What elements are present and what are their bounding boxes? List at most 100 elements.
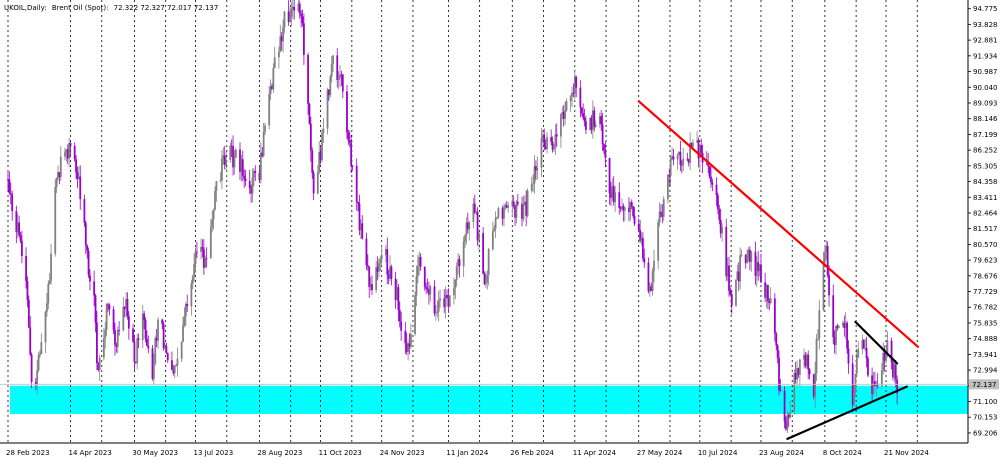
candle-body — [885, 354, 887, 361]
candle-body — [473, 203, 476, 213]
candle-body — [768, 301, 771, 303]
candle-body — [862, 340, 865, 349]
candle-body — [836, 325, 839, 328]
candle-body — [619, 208, 622, 209]
descending-resistance-trendline — [637, 100, 920, 348]
candle-body — [783, 390, 786, 422]
candle-body — [165, 345, 168, 354]
candle-body — [579, 87, 582, 108]
candle-body — [264, 125, 266, 132]
candle-body — [96, 322, 98, 363]
candle-body — [196, 251, 198, 253]
candle-body — [618, 192, 621, 209]
candle-body — [786, 414, 789, 430]
candle-body — [776, 345, 779, 358]
candle-body — [125, 298, 127, 310]
candle-body — [522, 204, 525, 219]
candle-body — [755, 262, 758, 276]
candle-body — [514, 206, 516, 218]
candle-body — [423, 266, 426, 287]
candle-body — [221, 158, 223, 181]
candle-body — [311, 150, 314, 173]
candle-body — [487, 249, 490, 276]
candle-body — [162, 323, 165, 349]
y-tick-label: 91.934 — [973, 52, 998, 60]
candle-body — [359, 223, 362, 231]
candle-body — [641, 237, 644, 259]
candle-body — [835, 325, 837, 345]
candle-body — [847, 348, 850, 364]
candle-body — [775, 333, 778, 346]
candle-body — [842, 322, 844, 326]
candle-body — [682, 158, 685, 166]
candle-body — [496, 217, 498, 219]
candle-body — [83, 199, 86, 223]
candle-body — [773, 298, 776, 334]
candle-body — [7, 179, 9, 180]
candle-body — [622, 206, 625, 211]
y-tick-label: 84.358 — [973, 178, 998, 186]
candle-body — [376, 267, 379, 272]
candle-body — [828, 275, 830, 296]
candle-body — [448, 295, 451, 307]
candle-body — [511, 201, 514, 206]
candle-body — [765, 284, 768, 298]
candle-body — [843, 322, 846, 329]
candle-body — [25, 255, 27, 281]
candle-body — [214, 190, 216, 210]
candle-body — [754, 251, 757, 276]
candle-body — [387, 274, 390, 279]
candle-body — [543, 134, 546, 147]
candle-body — [40, 342, 43, 354]
candle-body — [419, 257, 422, 267]
y-tick-label: 94.775 — [973, 5, 998, 13]
candle-body — [155, 337, 158, 341]
candle-body — [386, 249, 389, 275]
candle-body — [594, 124, 597, 127]
candle-body — [668, 175, 671, 176]
candle-body — [184, 304, 187, 317]
candle-body — [700, 145, 703, 154]
candle-body — [478, 233, 480, 241]
candle-body — [875, 383, 878, 387]
candle-body — [77, 176, 80, 179]
candle-body — [98, 357, 101, 370]
candle-body — [497, 208, 500, 218]
chart-header: UKOIL,Daily: Brent Oil (Spot): 72.322 72… — [4, 4, 218, 12]
candle-body — [76, 172, 79, 179]
candle-body — [778, 357, 780, 391]
x-tick-label: 24 Nov 2023 — [380, 449, 425, 457]
y-tick-label: 81.517 — [973, 225, 998, 233]
candle-body — [141, 313, 144, 341]
candle-body — [75, 159, 77, 173]
candle-body — [805, 354, 808, 367]
candle-body — [504, 205, 507, 208]
candle-body — [484, 282, 487, 285]
candle-body — [676, 154, 679, 160]
candle-body — [640, 237, 643, 241]
candle-body — [785, 421, 787, 430]
candle-body — [715, 184, 718, 196]
candle-body — [337, 78, 340, 81]
candle-body — [157, 319, 159, 341]
candle-body — [384, 249, 387, 255]
candle-body — [521, 203, 523, 219]
candle-body — [321, 132, 323, 161]
candle-body — [65, 149, 68, 152]
candle-body — [812, 374, 815, 397]
candle-body — [680, 164, 683, 166]
candle-body — [27, 299, 30, 328]
candle-body — [844, 322, 847, 329]
candle-body — [614, 192, 616, 203]
candle-body — [59, 156, 62, 178]
candle-body — [48, 280, 51, 284]
candle-body — [126, 298, 129, 317]
candle-body — [303, 23, 305, 55]
candle-body — [68, 143, 71, 159]
candle-body — [20, 240, 23, 256]
candle-body — [507, 205, 510, 208]
candle-body — [132, 328, 134, 342]
candle-body — [857, 349, 860, 358]
candle-body — [601, 124, 604, 145]
y-tick-label: 90.987 — [973, 68, 998, 76]
